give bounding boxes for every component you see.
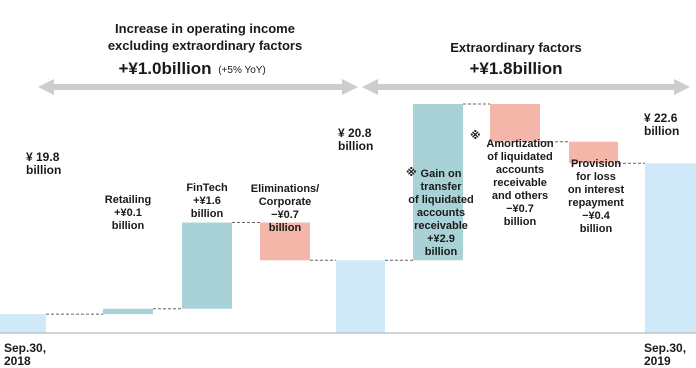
data-label: accounts	[417, 207, 465, 219]
bar-2	[182, 222, 232, 309]
data-label: of liquidated	[408, 194, 473, 206]
data-label: receivable	[493, 177, 547, 189]
header-left-pct: (+5% YoY)	[218, 65, 266, 76]
right-range-arrow	[362, 79, 690, 95]
total-label: billion	[644, 124, 679, 138]
data-label: +¥2.9	[427, 233, 455, 245]
x-tick-label: Sep.30,	[4, 341, 46, 355]
bar-8	[645, 163, 696, 333]
data-label: Corporate	[259, 196, 312, 208]
header-left-amount: +¥1.0billion	[118, 59, 211, 78]
bar-5	[413, 104, 463, 261]
x-tick-label: 2019	[644, 354, 671, 368]
bar-3	[260, 222, 310, 261]
data-label: on interest	[568, 184, 625, 196]
data-label: Gain on	[421, 168, 462, 180]
bar-0	[0, 314, 46, 333]
data-label: −¥0.7	[506, 203, 534, 215]
total-label: ¥ 22.6	[644, 111, 678, 125]
note-mark: ※	[406, 167, 417, 179]
data-label: billion	[504, 216, 537, 228]
header-right-amount: +¥1.8billion	[469, 59, 562, 78]
plot-area: ¥ 19.8billion¥ 20.8billion¥ 22.6billionS…	[0, 103, 696, 368]
data-label: +¥0.1	[114, 207, 142, 219]
data-label: of liquidated	[487, 151, 552, 163]
data-label: −¥0.4	[582, 210, 611, 222]
data-label: Eliminations/	[251, 183, 319, 195]
bar-6	[490, 104, 540, 142]
left-range-arrow	[38, 79, 358, 95]
data-label: accounts	[496, 164, 544, 176]
note-mark: ※	[470, 130, 481, 142]
data-label: +¥1.6	[193, 195, 221, 207]
x-tick-label: 2018	[4, 354, 31, 368]
data-label: transfer	[421, 181, 463, 193]
data-label: billion	[425, 246, 458, 258]
data-label: Amortization	[486, 138, 554, 150]
bar-4	[336, 260, 385, 333]
data-label: receivable	[414, 220, 468, 232]
data-label: FinTech	[186, 182, 228, 194]
data-label: billion	[191, 208, 224, 220]
data-label: Retailing	[105, 194, 151, 206]
total-label: ¥ 19.8	[26, 150, 60, 164]
bar-7	[569, 141, 618, 164]
total-label: billion	[338, 139, 373, 153]
header-right-line1: Extraordinary factors	[450, 40, 582, 55]
data-label: billion	[112, 220, 145, 232]
header-left-line1: Increase in operating income	[115, 21, 295, 36]
header-left-line2: excluding extraordinary factors	[108, 38, 302, 53]
total-label: billion	[26, 163, 61, 177]
x-tick-label: Sep.30,	[644, 341, 686, 355]
data-label: billion	[580, 223, 613, 235]
data-label: Provision	[571, 158, 621, 170]
total-label: ¥ 20.8	[338, 126, 372, 140]
data-label: repayment	[568, 197, 624, 209]
data-label: and others	[492, 190, 548, 202]
bar-1	[103, 308, 153, 315]
data-label: −¥0.7	[271, 209, 299, 221]
data-label: billion	[269, 222, 302, 234]
data-label: for loss	[576, 171, 616, 183]
